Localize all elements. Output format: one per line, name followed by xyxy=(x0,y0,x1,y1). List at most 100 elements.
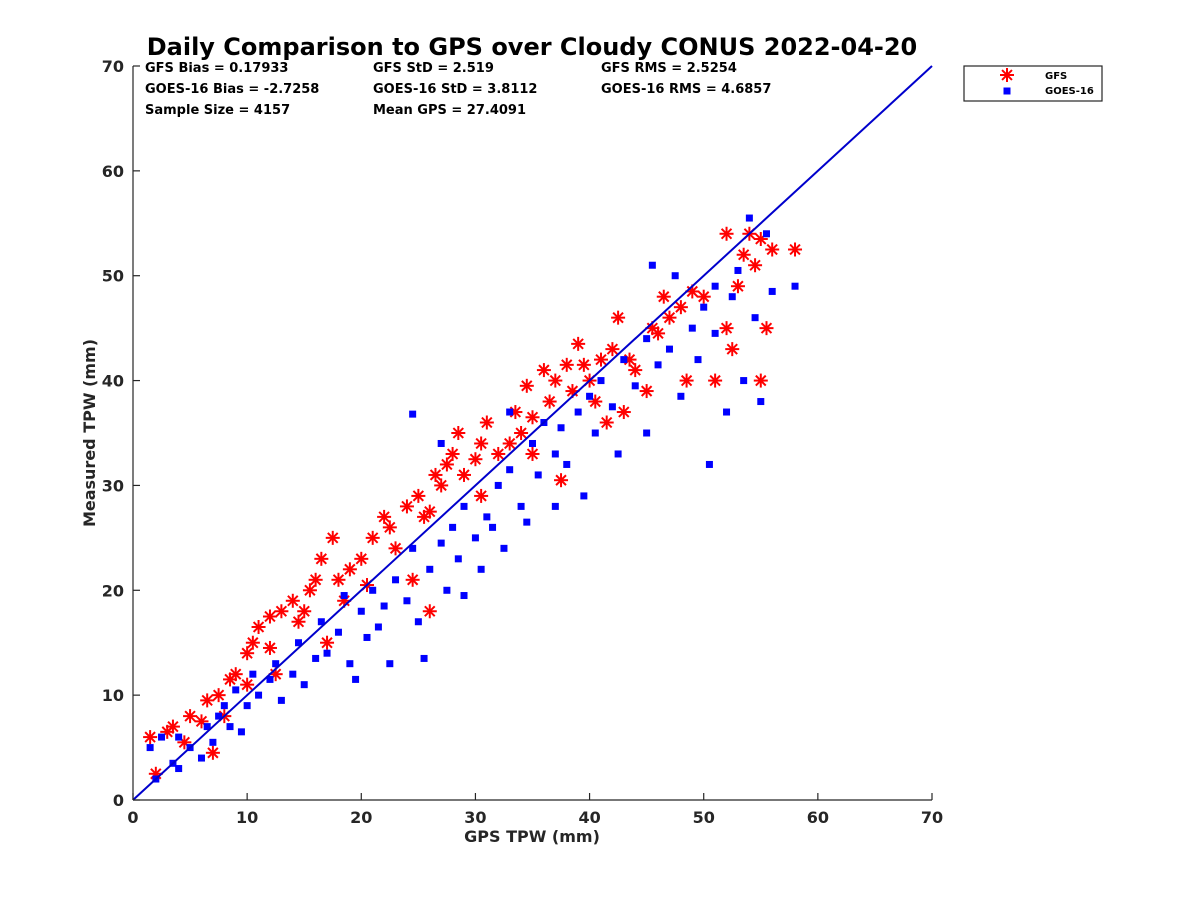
gfs-point xyxy=(183,709,198,724)
goes16-point xyxy=(266,675,274,683)
gfs-point xyxy=(759,321,774,336)
gfs-point xyxy=(571,336,586,351)
gfs-point xyxy=(262,640,277,655)
goes16-point xyxy=(489,523,497,531)
goes16-point xyxy=(757,398,765,406)
gfs-point xyxy=(439,457,454,472)
legend-goes-marker xyxy=(1003,87,1011,95)
y-tick-label: 60 xyxy=(102,162,124,181)
x-tick-label: 50 xyxy=(693,808,715,827)
gfs-point xyxy=(399,499,414,514)
goes16-point xyxy=(591,429,599,437)
gfs-point xyxy=(211,688,226,703)
goes16-point xyxy=(374,623,382,631)
y-tick-label: 50 xyxy=(102,267,124,286)
goes16-point xyxy=(580,492,588,500)
gfs-point xyxy=(725,342,740,357)
gfs-point xyxy=(548,373,563,388)
gfs-point xyxy=(365,530,380,545)
gfs-point xyxy=(656,289,671,304)
gfs-point xyxy=(377,509,392,524)
goes16-point xyxy=(768,287,776,295)
gfs-point xyxy=(411,488,426,503)
goes16-point xyxy=(334,628,342,636)
goes16-point xyxy=(643,335,651,343)
gfs-point xyxy=(451,426,466,440)
stat-annotation: GOES-16 StD = 3.8112 xyxy=(373,82,537,97)
plot-axes xyxy=(132,66,932,801)
gfs-point xyxy=(274,604,289,619)
goes16-point xyxy=(711,329,719,337)
gfs-point xyxy=(593,352,608,367)
goes16-point xyxy=(711,282,719,290)
gfs-point xyxy=(422,604,437,619)
gfs-point xyxy=(285,593,300,608)
stat-annotation: GOES-16 RMS = 4.6857 xyxy=(601,82,771,97)
gfs-point xyxy=(491,446,506,461)
goes16-point xyxy=(277,696,285,704)
gfs-point xyxy=(240,646,255,661)
gfs-point xyxy=(753,373,768,388)
gfs-point xyxy=(262,609,277,624)
goes16-point xyxy=(158,733,166,741)
gfs-point xyxy=(434,478,449,493)
goes16-point xyxy=(586,392,594,400)
goes16-point xyxy=(146,744,154,752)
one-to-one-line xyxy=(132,65,933,801)
x-tick-label: 0 xyxy=(127,808,138,827)
goes16-point xyxy=(454,555,462,563)
gfs-point xyxy=(639,384,654,399)
gfs-point xyxy=(468,452,483,467)
goes16-point xyxy=(460,502,468,510)
x-tick-label: 30 xyxy=(464,808,486,827)
goes16-point xyxy=(357,607,365,615)
goes16-point xyxy=(255,691,263,699)
goes16-point xyxy=(289,670,297,678)
gfs-point xyxy=(297,604,312,619)
goes16-point xyxy=(323,649,331,657)
goes16-point xyxy=(551,502,559,510)
goes16-point xyxy=(363,633,371,641)
goes16-point xyxy=(688,324,696,332)
y-axis-label: Measured TPW (mm) xyxy=(80,339,99,527)
goes16-point xyxy=(300,681,308,689)
y-tick-label: 30 xyxy=(102,476,124,495)
goes16-point xyxy=(620,356,628,364)
x-axis-ticks: 0 10 20 30 40 50 60 70 xyxy=(127,793,943,827)
goes16-point xyxy=(563,460,571,468)
gfs-point xyxy=(536,363,551,378)
goes16-point xyxy=(226,723,234,731)
goes16-point xyxy=(705,460,713,468)
y-tick-label: 20 xyxy=(102,581,124,600)
gfs-point xyxy=(651,326,666,341)
gfs-point xyxy=(245,635,260,650)
gfs-point xyxy=(143,730,158,745)
gfs-point xyxy=(605,342,620,357)
goes16-point xyxy=(317,618,325,626)
goes16-point xyxy=(312,654,320,662)
goes16-point xyxy=(483,513,491,521)
goes16-point xyxy=(665,345,673,353)
goes16-point xyxy=(557,424,565,432)
goes16-point xyxy=(534,471,542,479)
gfs-point xyxy=(616,405,631,420)
goes16-point xyxy=(500,544,508,552)
goes16-point xyxy=(352,675,360,683)
goes16-point xyxy=(506,408,514,416)
gfs-point xyxy=(628,363,643,378)
goes16-point xyxy=(529,439,536,447)
x-tick-label: 10 xyxy=(236,808,258,827)
stat-annotation: GFS Bias = 0.17933 xyxy=(145,61,288,76)
gfs-point xyxy=(748,258,763,273)
gfs-point xyxy=(479,415,494,430)
stat-annotation: GFS RMS = 2.5254 xyxy=(601,61,737,76)
legend-goes-square xyxy=(1003,87,1011,95)
goes16-point xyxy=(420,654,428,662)
stat-annotation: GFS StD = 2.519 xyxy=(373,61,494,76)
gfs-point xyxy=(302,583,317,598)
gfs-point xyxy=(325,530,340,545)
gfs-point xyxy=(240,677,255,692)
goes16-point xyxy=(175,733,183,741)
goes16-point xyxy=(437,439,445,447)
gfs-point xyxy=(502,436,517,451)
